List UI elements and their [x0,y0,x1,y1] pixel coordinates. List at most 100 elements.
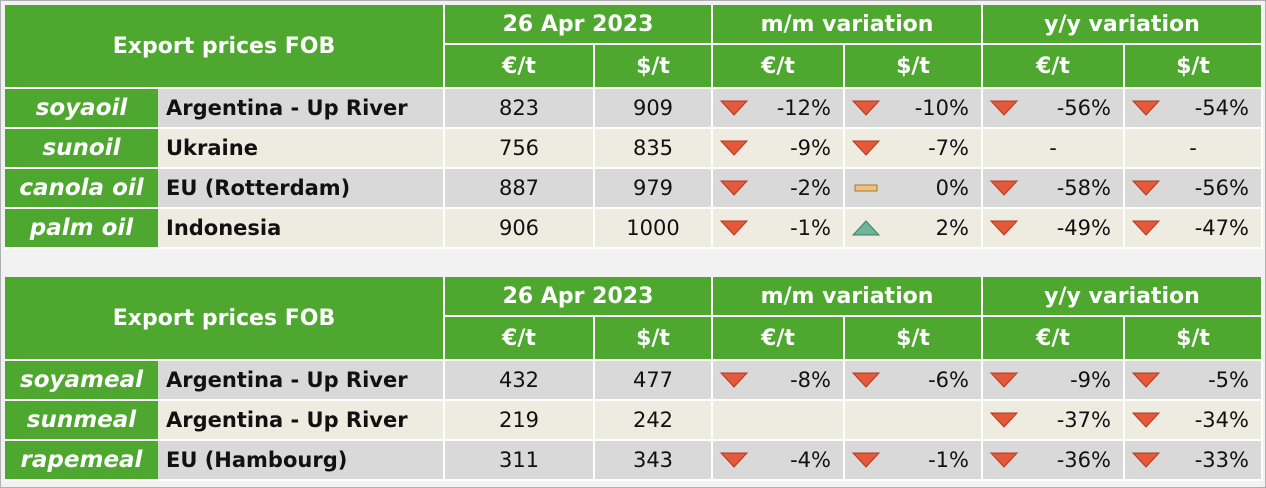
variation-cell: -56% [1125,169,1263,209]
price: 242 [595,401,713,441]
trend-icon [719,100,749,116]
price: 823 [445,89,595,129]
trend-icon [1131,372,1161,388]
variation-cell: -33% [1125,441,1263,481]
header-unit: €/t [713,45,845,89]
trend-icon [1131,452,1161,468]
trend-icon [989,452,1019,468]
header-unit: €/t [983,45,1125,89]
variation: 0% [935,176,969,200]
header-unit: $/t [595,317,713,361]
variation: -8% [790,368,831,392]
origin: Argentina - Up River [158,89,445,129]
variation-cell: -9% [983,361,1125,401]
variation-cell: -9% [713,129,845,169]
variation-cell: -54% [1125,89,1263,129]
product: soyameal [5,361,158,401]
price: 219 [445,401,595,441]
variation: - [983,129,1125,169]
trend-icon [851,140,881,156]
header-unit: $/t [1125,317,1263,361]
header-title: Export prices FOB [5,277,445,361]
variation-cell: -12% [713,89,845,129]
trend-icon [719,180,749,196]
product: sunoil [5,129,158,169]
header-group: m/m variation [713,277,983,317]
variation-cell: -6% [845,361,983,401]
price: 756 [445,129,595,169]
variation: -36% [1056,448,1111,472]
variation: -1% [790,216,831,240]
origin: EU (Hambourg) [158,441,445,481]
variation-cell: -1% [845,441,983,481]
variation: -10% [914,96,969,120]
variation-cell: -8% [713,361,845,401]
variation: -9% [1070,368,1111,392]
trend-icon [851,372,881,388]
header-unit: $/t [595,45,713,89]
product: canola oil [5,169,158,209]
variation: -5% [1208,368,1249,392]
price: 979 [595,169,713,209]
price: 906 [445,209,595,249]
header-unit: €/t [445,317,595,361]
variation: -37% [1056,408,1111,432]
variation-cell: -37% [983,401,1125,441]
origin: Indonesia [158,209,445,249]
price: 835 [595,129,713,169]
variation: -34% [1194,408,1249,432]
product: palm oil [5,209,158,249]
trend-icon [989,100,1019,116]
price: 909 [595,89,713,129]
variation: 2% [935,216,969,240]
trend-icon [1131,220,1161,236]
trend-icon [719,140,749,156]
trend-icon [851,452,881,468]
variation-cell: -56% [983,89,1125,129]
variation: - [1125,129,1263,169]
trend-icon [989,180,1019,196]
variation-cell: -34% [1125,401,1263,441]
trend-icon [1131,100,1161,116]
variation: -7% [928,136,969,160]
trend-icon [1131,412,1161,428]
origin: Ukraine [158,129,445,169]
trend-icon [989,220,1019,236]
header-unit: $/t [1125,45,1263,89]
variation: -47% [1194,216,1249,240]
variation-cell: -5% [1125,361,1263,401]
trend-icon [851,220,881,236]
variation: -54% [1194,96,1249,120]
trend-icon [719,372,749,388]
variation-cell: 2% [845,209,983,249]
origin: Argentina - Up River [158,361,445,401]
empty-cell [713,401,845,441]
variation: -56% [1056,96,1111,120]
header-group: 26 Apr 2023 [445,5,713,45]
variation: -4% [790,448,831,472]
variation-cell: -47% [1125,209,1263,249]
variation: -2% [790,176,831,200]
product: soyaoil [5,89,158,129]
origin: EU (Rotterdam) [158,169,445,209]
header-unit: €/t [445,45,595,89]
trend-icon [989,412,1019,428]
header-unit: €/t [983,317,1125,361]
price: 311 [445,441,595,481]
variation: -33% [1194,448,1249,472]
variation: -58% [1056,176,1111,200]
product: sunmeal [5,401,158,441]
variation-cell: -49% [983,209,1125,249]
header-unit: €/t [713,317,845,361]
variation-cell: -1% [713,209,845,249]
variation-cell: -7% [845,129,983,169]
variation-cell: -4% [713,441,845,481]
variation: -9% [790,136,831,160]
variation: -49% [1056,216,1111,240]
header-title: Export prices FOB [5,5,445,89]
trend-icon [854,184,878,192]
empty-cell [845,401,983,441]
variation: -12% [776,96,831,120]
trend-icon [851,100,881,116]
header-group: y/y variation [983,277,1263,317]
